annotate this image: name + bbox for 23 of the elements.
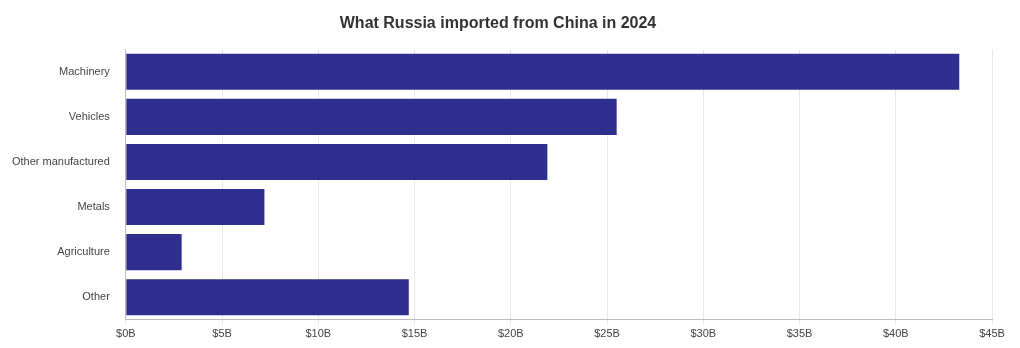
x-tick-label: $5B bbox=[212, 327, 232, 340]
chart-title: What Russia imported from China in 2024 bbox=[339, 14, 657, 32]
x-tick-label: $30B bbox=[690, 327, 717, 340]
x-tick-label: $35B bbox=[786, 327, 813, 340]
y-tick-label: Other manufactured bbox=[11, 154, 110, 167]
x-tick-label: $40B bbox=[882, 327, 909, 340]
y-tick-label: Other bbox=[82, 290, 111, 303]
bar bbox=[126, 189, 265, 226]
bar bbox=[126, 279, 409, 316]
y-tick-label: Metals bbox=[77, 200, 111, 213]
bar bbox=[126, 143, 548, 180]
x-tick-label: $10B bbox=[305, 327, 332, 340]
x-tick-label: $25B bbox=[594, 327, 620, 340]
x-tick-label: $45B bbox=[979, 327, 1005, 340]
y-tick-label: Vehicles bbox=[68, 109, 111, 122]
y-tick-label: Agriculture bbox=[57, 245, 110, 258]
bar bbox=[126, 53, 960, 90]
x-tick-label: $0B bbox=[116, 327, 136, 340]
x-tick-label: $15B bbox=[401, 327, 428, 340]
x-tick-label: $20B bbox=[497, 327, 524, 340]
y-tick-label: Machinery bbox=[59, 64, 111, 77]
bar bbox=[126, 234, 182, 271]
bar bbox=[126, 98, 617, 135]
